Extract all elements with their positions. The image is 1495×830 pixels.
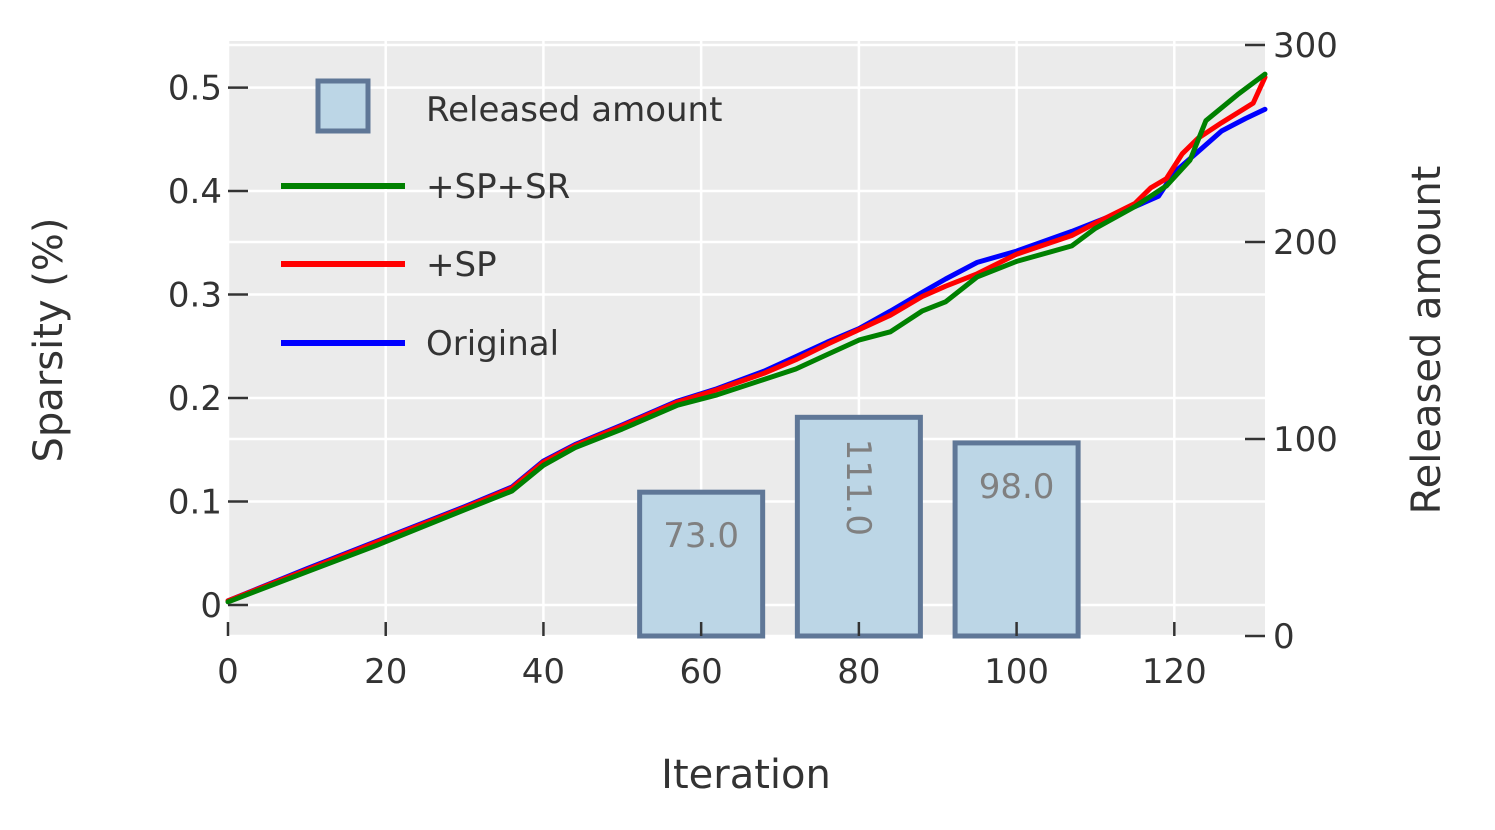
- y-right-tick-label: 0: [1273, 617, 1295, 657]
- y-right-tick-label: 200: [1273, 223, 1338, 263]
- y-axis-right-title: Released amount: [1404, 166, 1450, 515]
- legend-label: +SP+SR: [426, 167, 570, 207]
- y-right-tick-label: 100: [1273, 420, 1338, 460]
- legend-label: Original: [426, 324, 559, 364]
- legend-label: Released amount: [426, 90, 722, 130]
- bar: [637, 489, 766, 639]
- x-tick-label: 120: [1142, 652, 1207, 692]
- y-left-tick-label: 0.5: [168, 69, 222, 109]
- legend: Released amount +SP+SR +SP Original: [281, 78, 722, 364]
- x-tick-label: 100: [984, 652, 1049, 692]
- x-tick-label: 80: [837, 652, 880, 692]
- bar-labels: 73.0 111.0 98.0: [663, 439, 1054, 557]
- bars: [637, 414, 1081, 639]
- bar-value-label: 98.0: [979, 467, 1055, 507]
- legend-swatch-bar: [315, 78, 371, 134]
- y-left-tick-label: 0.1: [168, 482, 222, 522]
- y-left-tick-label: 0: [200, 586, 222, 626]
- y-left-tick-label: 0.4: [168, 172, 222, 212]
- x-tick-label: 20: [364, 652, 407, 692]
- x-axis-title: Iteration: [661, 752, 831, 798]
- y-left-tick-label: 0.3: [168, 276, 222, 316]
- bar-value-label: 111.0: [838, 439, 878, 536]
- y-axis-left-title: Sparsity (%): [26, 218, 72, 463]
- x-tick-label: 60: [680, 652, 723, 692]
- y-right-tick-label: 300: [1273, 26, 1338, 66]
- bar: [794, 414, 923, 639]
- legend-label: +SP: [426, 245, 497, 285]
- lines: [225, 71, 1268, 605]
- ticks: 0 20 40 60 80 100 120 0 0.1 0.2 0.3 0.4 0.5 0 100 200 30…: [168, 26, 1338, 692]
- bar: [952, 440, 1081, 639]
- x-tick-label: 40: [522, 652, 565, 692]
- series-line-sp-sr: [225, 71, 1268, 605]
- bar-value-label: 73.0: [663, 516, 739, 556]
- y-left-tick-label: 0.2: [168, 379, 222, 419]
- x-tick-label: 0: [217, 652, 239, 692]
